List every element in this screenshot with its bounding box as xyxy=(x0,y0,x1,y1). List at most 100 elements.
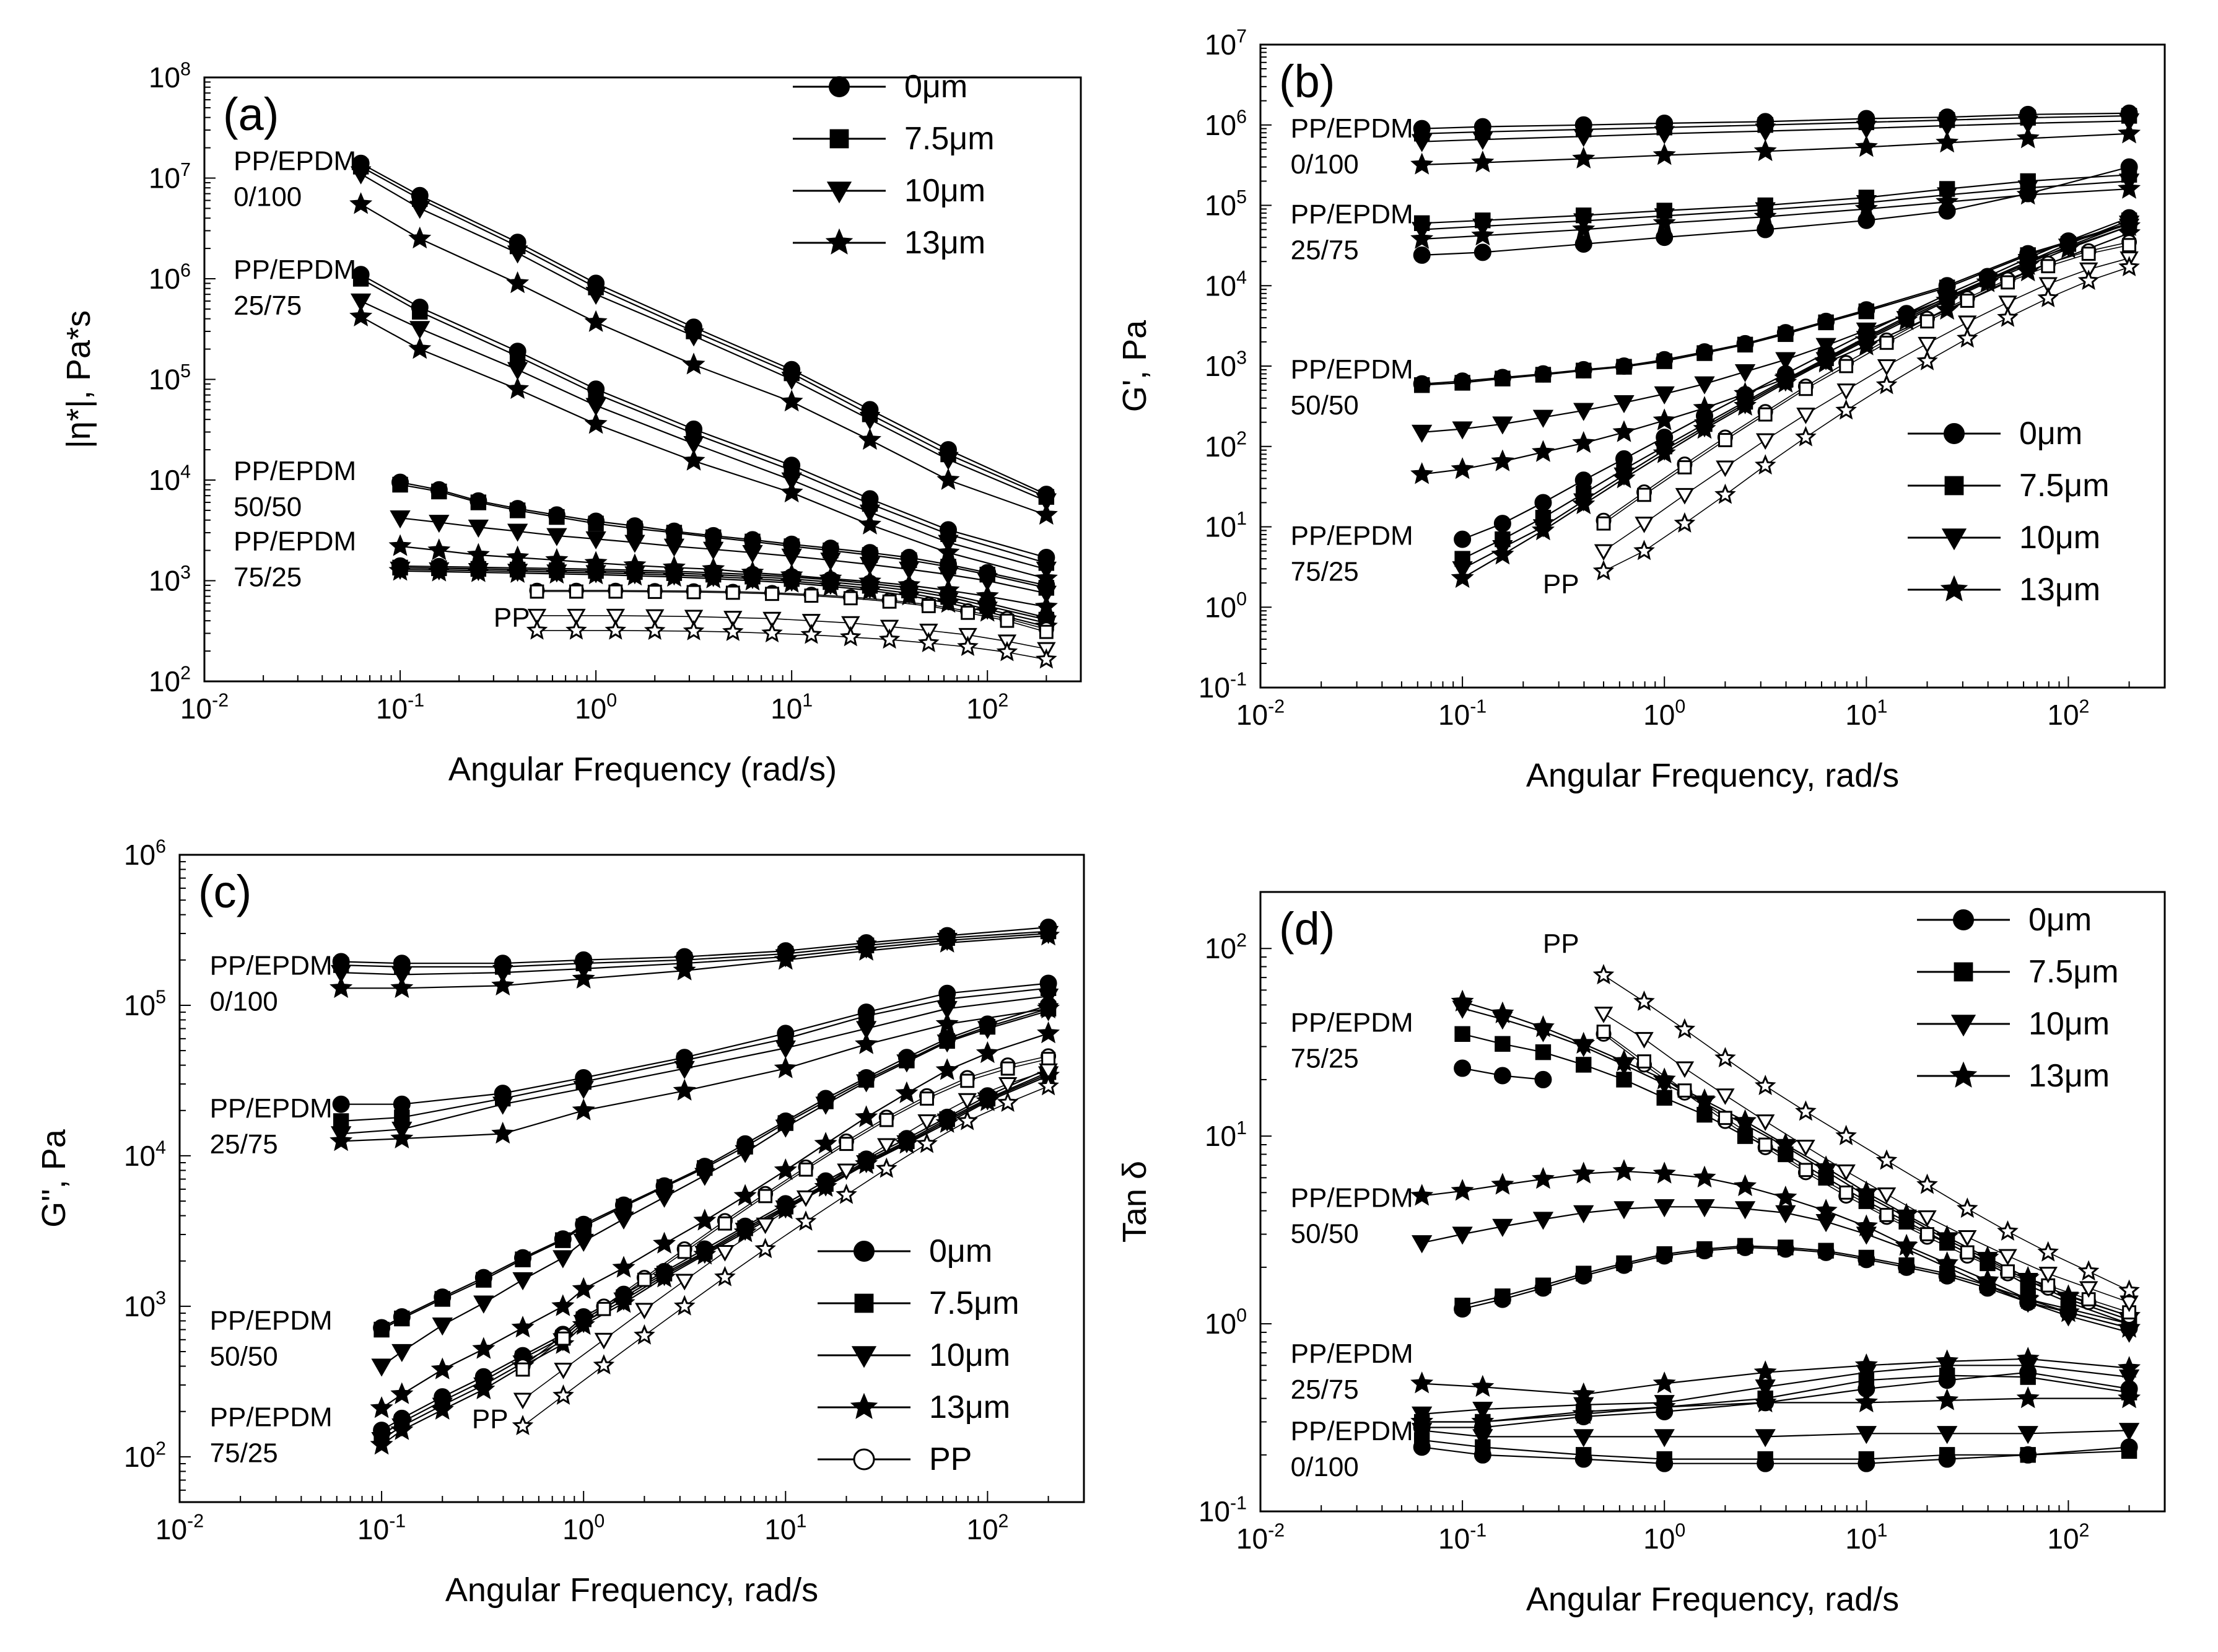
series-0-100-10-m xyxy=(350,166,1057,512)
series-0-100-10-m xyxy=(1411,113,2140,152)
data-point xyxy=(1592,964,1615,985)
data-point xyxy=(1858,1249,1875,1266)
data-point xyxy=(935,1058,959,1080)
data-point xyxy=(754,1238,776,1259)
x-axis-label: Angular Frequency, rad/s xyxy=(445,1571,818,1609)
data-point xyxy=(333,1113,349,1129)
data-point xyxy=(472,1337,496,1359)
legend-label: 0μm xyxy=(2028,902,2092,938)
data-point xyxy=(1572,217,1596,240)
data-point xyxy=(1936,1388,1959,1410)
data-point xyxy=(330,976,353,999)
y-tick-label: 101 xyxy=(1205,1118,1247,1152)
data-point xyxy=(1815,1214,1836,1233)
group-annotation: PP xyxy=(472,1404,509,1435)
data-point xyxy=(605,619,627,640)
data-point xyxy=(1413,377,1430,393)
data-point xyxy=(390,976,414,999)
legend-label: 7.5μm xyxy=(929,1285,1019,1321)
data-point xyxy=(373,1321,390,1338)
data-point xyxy=(2081,247,2096,261)
data-point xyxy=(1471,223,1495,246)
data-point xyxy=(1916,349,1938,370)
legend-item-pp: PP xyxy=(818,1441,972,1477)
data-point xyxy=(427,559,451,582)
data-point xyxy=(1037,1021,1060,1044)
data-point xyxy=(674,1060,695,1080)
data-point xyxy=(1753,1360,1777,1383)
x-tick-label: 100 xyxy=(1643,697,1685,731)
data-point xyxy=(552,1250,574,1269)
data-point xyxy=(647,585,662,599)
data-point xyxy=(976,1089,999,1111)
y-axis-label: G'', Pa xyxy=(35,1129,72,1228)
data-point xyxy=(585,531,606,550)
series-50-50-7-5-m xyxy=(1413,216,2137,393)
legend-item-13-m: 13μm xyxy=(793,225,985,261)
data-point xyxy=(683,328,704,347)
group-annotation: 50/50 xyxy=(234,492,302,522)
data-point xyxy=(1596,1025,1611,1039)
group-annotation: 50/50 xyxy=(1291,390,1359,421)
data-point xyxy=(1572,1161,1596,1184)
data-point xyxy=(702,566,725,588)
data-point xyxy=(350,166,372,185)
data-point xyxy=(859,557,881,575)
data-point xyxy=(841,616,860,633)
data-point xyxy=(635,1303,654,1319)
data-point xyxy=(513,1392,533,1410)
legend-marker xyxy=(851,1346,877,1368)
group-annotation: PP/EPDM xyxy=(1291,1008,1413,1038)
data-point xyxy=(427,538,451,561)
data-point xyxy=(1718,433,1732,447)
data-point xyxy=(1613,1201,1635,1220)
data-point xyxy=(855,1152,878,1174)
data-point xyxy=(715,1245,735,1262)
data-point xyxy=(1755,1379,1776,1398)
data-point xyxy=(1654,1429,1675,1448)
group-annotation: 0/100 xyxy=(210,986,278,1016)
data-point xyxy=(781,548,802,567)
series-pp-13-m xyxy=(1592,964,2140,1300)
data-point xyxy=(917,1114,937,1131)
data-point xyxy=(1958,1230,1977,1247)
series-50-50-10-m xyxy=(390,510,1057,604)
series-0-100-13-m xyxy=(330,924,1060,999)
data-point xyxy=(774,948,797,970)
series-line xyxy=(360,278,1047,564)
series-pp-7-5-m xyxy=(1596,1025,2136,1320)
data-point xyxy=(509,348,526,364)
data-point xyxy=(1612,420,1636,442)
data-point xyxy=(1616,359,1632,375)
data-point xyxy=(877,1138,896,1155)
data-point xyxy=(741,568,764,591)
data-point xyxy=(556,1331,570,1346)
data-point xyxy=(1758,407,1773,422)
data-point xyxy=(976,1041,999,1064)
data-point xyxy=(1854,135,1878,157)
data-point xyxy=(1472,1401,1493,1420)
data-point xyxy=(1693,417,1716,439)
data-point xyxy=(756,1217,775,1235)
data-point xyxy=(1534,1070,1552,1088)
data-point xyxy=(765,587,779,601)
data-point xyxy=(2041,259,2056,274)
y-axis-label: G', Pa xyxy=(1116,320,1153,412)
data-point xyxy=(2017,1426,2038,1444)
legend-marker xyxy=(1949,1061,1978,1088)
data-point xyxy=(1895,1202,1918,1225)
panel-label: (a) xyxy=(223,89,279,140)
data-point xyxy=(916,1132,938,1153)
x-tick-label: 10-2 xyxy=(180,691,229,725)
data-point xyxy=(1858,303,1875,320)
data-point xyxy=(1573,1429,1594,1448)
data-point xyxy=(1410,152,1434,175)
data-point xyxy=(1452,421,1473,440)
data-point xyxy=(801,614,821,631)
data-point xyxy=(552,1384,574,1405)
legend-item-0-m: 0μm xyxy=(818,1233,992,1269)
data-point xyxy=(703,541,724,560)
data-point xyxy=(673,958,696,981)
data-point xyxy=(742,544,763,564)
